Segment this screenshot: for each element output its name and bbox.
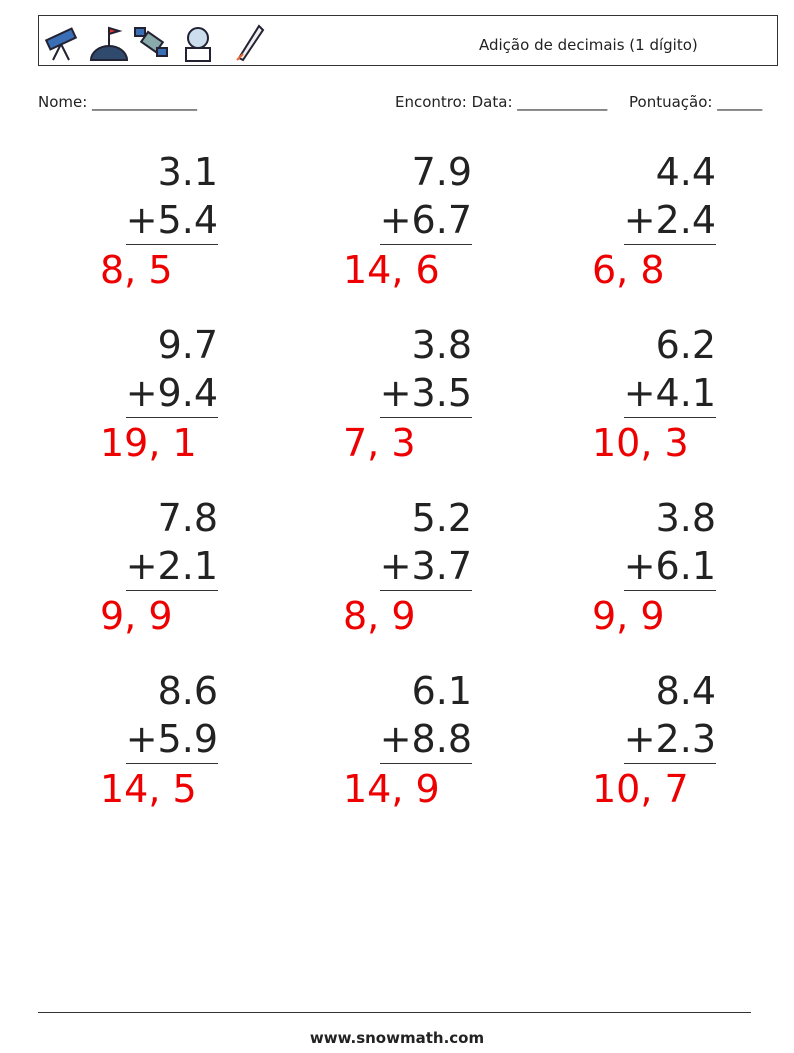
addend-top: 5.2 (411, 496, 472, 540)
addend-top: 6.2 (655, 323, 716, 367)
score-field: Pontuação: ______ (629, 93, 763, 111)
addend-top: 6.1 (411, 669, 472, 713)
addend-bottom: +3.5 (379, 369, 472, 418)
footer-rule (38, 1012, 751, 1013)
problem: 8.4 +2.3 (623, 667, 716, 764)
addend-bottom: +6.7 (379, 196, 472, 245)
icons (44, 24, 265, 62)
addend-top: 4.4 (655, 150, 716, 194)
meeting-field: Encontro: Data: ____________ (395, 93, 608, 111)
answer: 6, 8 (592, 248, 665, 292)
header-box: Adição de decimais (1 dígito) (38, 15, 778, 66)
name-field: Nome: ______________ (38, 93, 198, 111)
addend-bottom: +5.9 (125, 715, 218, 764)
addend-top: 8.6 (157, 669, 218, 713)
answer: 8, 9 (343, 594, 416, 638)
addend-bottom: +6.1 (623, 542, 716, 591)
problem: 7.9 +6.7 (379, 148, 472, 245)
problem: 7.8 +2.1 (125, 494, 218, 591)
answer: 14, 5 (100, 767, 197, 811)
problem: 8.6 +5.9 (125, 667, 218, 764)
answer: 14, 6 (343, 248, 440, 292)
addend-top: 3.8 (655, 496, 716, 540)
addend-bottom: +2.4 (623, 196, 716, 245)
addend-top: 9.7 (157, 323, 218, 367)
answer: 7, 3 (343, 421, 416, 465)
answer: 9, 9 (100, 594, 173, 638)
problem: 3.8 +6.1 (623, 494, 716, 591)
answer: 10, 7 (592, 767, 689, 811)
addend-top: 3.1 (157, 150, 218, 194)
addend-top: 7.9 (411, 150, 472, 194)
addend-bottom: +9.4 (125, 369, 218, 418)
problem: 3.8 +3.5 (379, 321, 472, 418)
title: Adição de decimais (1 dígito) (479, 36, 698, 54)
addend-bottom: +4.1 (623, 369, 716, 418)
answer: 8, 5 (100, 248, 173, 292)
problem: 3.1 +5.4 (125, 148, 218, 245)
answer: 19, 1 (100, 421, 197, 465)
addend-bottom: +5.4 (125, 196, 218, 245)
problem: 5.2 +3.7 (379, 494, 472, 591)
answer: 9, 9 (592, 594, 665, 638)
addend-bottom: +2.3 (623, 715, 716, 764)
addend-bottom: +2.1 (125, 542, 218, 591)
problem: 6.2 +4.1 (623, 321, 716, 418)
addend-top: 3.8 (411, 323, 472, 367)
answer: 14, 9 (343, 767, 440, 811)
problem: 9.7 +9.4 (125, 321, 218, 418)
addend-bottom: +8.8 (379, 715, 472, 764)
addend-bottom: +3.7 (379, 542, 472, 591)
addend-top: 7.8 (157, 496, 218, 540)
addend-top: 8.4 (655, 669, 716, 713)
problem: 4.4 +2.4 (623, 148, 716, 245)
problem: 6.1 +8.8 (379, 667, 472, 764)
footer-site: www.snowmath.com (309, 1029, 485, 1047)
answer: 10, 3 (592, 421, 689, 465)
